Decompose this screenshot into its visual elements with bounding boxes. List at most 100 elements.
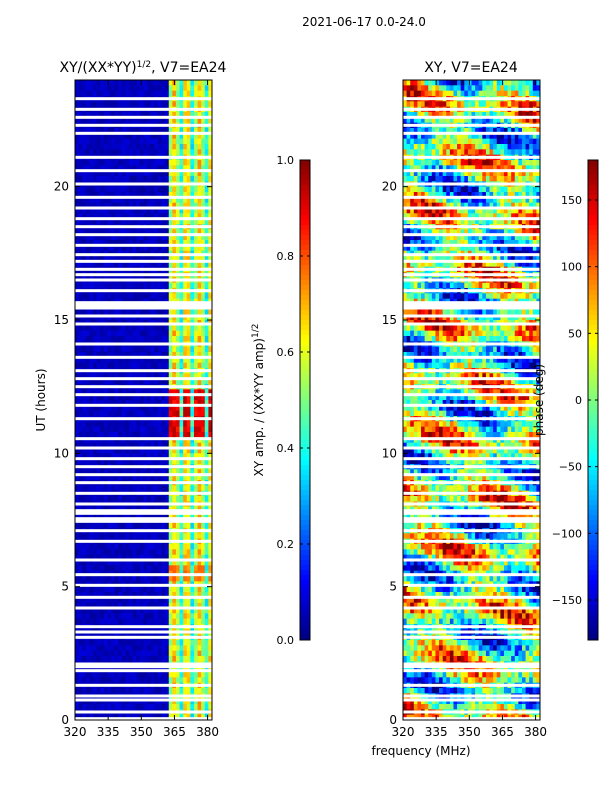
- amplitude-flag-row: [75, 289, 212, 293]
- phase-flag-row: [403, 710, 540, 714]
- phase-flag-row: [403, 355, 540, 359]
- amplitude-ytick-label: 0: [61, 713, 69, 727]
- phase-colorbar-tick-label: 100: [561, 261, 582, 274]
- phase-flag-row: [403, 342, 540, 346]
- phase-flag-row: [403, 669, 540, 673]
- amplitude-flag-row: [75, 669, 212, 673]
- phase-flag-row: [403, 558, 540, 562]
- amplitude-flag-row: [75, 630, 212, 634]
- phase-flag-row: [403, 446, 540, 450]
- phase-flag-row: [403, 457, 540, 461]
- phase-flag-row: [403, 278, 540, 282]
- amplitude-flag-row: [75, 446, 212, 450]
- phase-flag-row: [403, 683, 540, 687]
- amplitude-flag-row: [75, 306, 212, 310]
- amplitude-flag-row: [75, 123, 212, 127]
- amplitude-flag-row: [75, 511, 212, 515]
- phase-colorbar-ticks: −150 −100 −50 0 50 100 150: [552, 194, 598, 607]
- amplitude-panel: XY/(XX*YY)1/2, V7=EA24 320 335 350 365 380 0 5…: [34, 60, 227, 739]
- amplitude-flag-row: [75, 301, 212, 305]
- phase-flag-row: [403, 259, 540, 263]
- amplitude-ytick-label: 20: [54, 180, 69, 194]
- amplitude-flag-row: [75, 267, 212, 271]
- amplitude-flag-row: [75, 417, 212, 421]
- phase-flag-row: [403, 403, 540, 407]
- amplitude-xtick-label: 380: [196, 725, 219, 739]
- phase-flag-row: [403, 107, 540, 111]
- amplitude-flag-row: [75, 403, 212, 407]
- amplitude-flag-row: [75, 195, 212, 199]
- amplitude-flag-row: [75, 662, 212, 666]
- phase-colorbar-tick-label: 0: [575, 394, 582, 407]
- phase-flag-row: [403, 529, 540, 533]
- amplitude-flag-row: [75, 529, 212, 533]
- phase-flag-row: [403, 502, 540, 506]
- amplitude-flag-row: [75, 473, 212, 477]
- phase-flag-row: [403, 517, 540, 521]
- amplitude-flag-row: [75, 491, 212, 495]
- phase-flag-row: [403, 273, 540, 277]
- phase-flag-row: [403, 539, 540, 543]
- phase-flag-row: [403, 131, 540, 135]
- amplitude-flag-row: [75, 717, 212, 721]
- amplitude-flag-row: [75, 155, 212, 159]
- phase-flag-row: [403, 243, 540, 247]
- amplitude-flag-row: [75, 665, 212, 669]
- phase-flag-row: [403, 595, 540, 599]
- phase-flag-row: [403, 253, 540, 257]
- amplitude-flag-row: [75, 437, 212, 441]
- amplitude-flag-row: [75, 322, 212, 326]
- amplitude-flag-row: [75, 377, 212, 381]
- phase-flag-row: [403, 519, 540, 523]
- amplitude-colorbar-ticks: 0.0 0.2 0.4 0.6 0.8 1.0: [277, 154, 310, 647]
- phase-title: XY, V7=EA24: [424, 60, 518, 76]
- phase-flag-row: [403, 465, 540, 469]
- amplitude-flag-row: [75, 169, 212, 173]
- amplitude-flag-row: [75, 182, 212, 186]
- amplitude-flag-row: [75, 393, 212, 397]
- amplitude-plot-frame: [74, 79, 213, 721]
- phase-flag-row: [403, 511, 540, 515]
- amplitude-colorbar-tick-label: 0.6: [277, 346, 295, 359]
- phase-flag-row: [403, 233, 540, 237]
- amplitude-xtick-label: 365: [163, 725, 186, 739]
- phase-ytick-label: 10: [382, 446, 397, 460]
- amplitude-colorbar-frame: [299, 159, 311, 641]
- amplitude-ytick-label: 15: [54, 313, 69, 327]
- amplitude-flag-row: [75, 314, 212, 318]
- phase-flag-row: [403, 225, 540, 229]
- phase-plot-frame: [402, 79, 541, 721]
- amplitude-flag-row: [75, 465, 212, 469]
- phase-flagged-rows: [403, 97, 540, 721]
- phase-xtick-label: 365: [491, 725, 514, 739]
- amplitude-flag-row: [75, 107, 212, 111]
- amplitude-colorbar-gradient: [300, 160, 310, 641]
- amplitude-colorbar-tick-label: 1.0: [277, 154, 295, 167]
- amplitude-flag-row: [75, 519, 212, 523]
- amplitude-flag-row: [75, 355, 212, 359]
- phase-flag-row: [403, 583, 540, 587]
- amplitude-xtick-label: 350: [130, 725, 153, 739]
- amplitude-flag-row: [75, 583, 212, 587]
- amplitude-colorbar-tick-label: 0.2: [277, 538, 295, 551]
- phase-flag-row: [403, 662, 540, 666]
- phase-flag-row: [403, 665, 540, 669]
- phase-flag-row: [403, 123, 540, 127]
- phase-flag-row: [403, 97, 540, 101]
- phase-flag-row: [403, 115, 540, 119]
- phase-xtick-label: 335: [425, 725, 448, 739]
- phase-flag-row: [403, 606, 540, 610]
- amplitude-flag-row: [75, 457, 212, 461]
- phase-flag-row: [403, 385, 540, 389]
- amplitude-flag-row: [75, 253, 212, 257]
- phase-colorbar-label: phase (deg): [532, 364, 546, 436]
- phase-colorbar-gradient: [588, 160, 598, 641]
- amplitude-flag-row: [75, 558, 212, 562]
- phase-ytick-label: 5: [389, 580, 397, 594]
- amplitude-flag-row: [75, 635, 212, 639]
- phase-flag-row: [403, 393, 540, 397]
- amplitude-flag-row: [75, 517, 212, 521]
- amplitude-title: XY/(XX*YY)1/2, V7=EA24: [60, 60, 227, 76]
- phase-flag-row: [403, 303, 540, 307]
